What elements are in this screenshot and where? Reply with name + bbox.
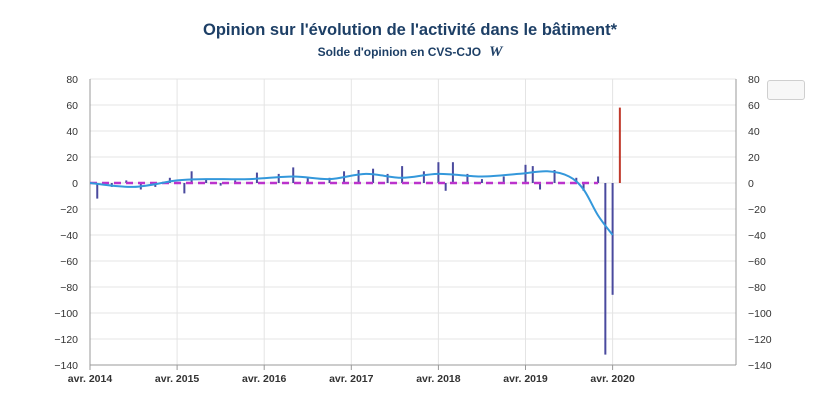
y-tick-label-right: −140	[748, 360, 772, 372]
y-tick-label-left: 40	[66, 126, 78, 138]
chart-title: Opinion sur l'évolution de l'activité da…	[203, 21, 617, 39]
y-tick-label-right: 60	[748, 100, 760, 112]
bar	[168, 177, 171, 183]
bar	[611, 183, 614, 295]
grid-lines	[89, 78, 736, 366]
y-tick-label-right: −100	[748, 308, 772, 320]
bar	[422, 171, 425, 183]
bar	[205, 179, 208, 183]
y-tick-label-left: −60	[60, 256, 78, 268]
bar	[219, 183, 222, 186]
y-tick-label-left: −40	[60, 230, 78, 242]
y-tick-label-left: 20	[66, 152, 78, 164]
bar	[386, 173, 389, 183]
bar	[502, 176, 505, 183]
bar	[480, 179, 483, 183]
bar	[234, 180, 237, 183]
x-tick-label: avr. 2016	[242, 373, 287, 385]
y-tick-label-left: −100	[54, 308, 78, 320]
bar	[372, 168, 375, 183]
y-tick-label-left: 0	[72, 178, 78, 190]
y-tick-label-left: −120	[54, 334, 78, 346]
y-tick-label-right: −60	[748, 256, 766, 268]
smooth-line	[89, 170, 614, 236]
y-tick-label-right: −40	[748, 230, 766, 242]
bar	[553, 170, 556, 183]
bar	[96, 183, 99, 199]
y-tick-label-left: −20	[60, 204, 78, 216]
bar	[604, 183, 607, 355]
tick-labels: 80 80 60 60 40 40 20 20 0 0 −20 −20 −40 −40 −60 −60 −80 −…	[54, 74, 771, 385]
y-tick-label-right: −120	[748, 334, 772, 346]
y-tick-label-right: 80	[748, 74, 760, 86]
y-tick-label-right: −80	[748, 282, 766, 294]
y-tick-label-right: 20	[748, 152, 760, 164]
x-tick-label: avr. 2015	[155, 373, 200, 385]
legend-toggle-button[interactable]	[767, 80, 805, 100]
y-tick-label-left: 60	[66, 100, 78, 112]
bar	[125, 180, 128, 183]
bar-series	[96, 107, 621, 355]
brand-logo-icon: W	[489, 44, 503, 60]
chart-axes	[89, 79, 737, 370]
y-tick-label-right: 40	[748, 126, 760, 138]
bar	[292, 167, 295, 183]
bar-latest	[618, 107, 621, 183]
y-tick-label-left: 80	[66, 74, 78, 86]
bar	[277, 173, 280, 183]
bar	[401, 166, 404, 183]
bar	[451, 162, 454, 183]
bar	[539, 183, 542, 190]
chart-subtitle: Solde d'opinion en CVS-CJO W	[0, 44, 820, 61]
y-tick-label-right: 0	[748, 178, 754, 190]
x-tick-label: avr. 2017	[329, 373, 374, 385]
bar	[582, 183, 585, 191]
bar	[444, 183, 447, 191]
bar	[531, 166, 534, 183]
bar	[437, 162, 440, 183]
x-tick-label: avr. 2019	[503, 373, 548, 385]
bar	[357, 170, 360, 183]
bar	[466, 173, 469, 183]
bar	[183, 183, 186, 194]
x-tick-label: avr. 2018	[416, 373, 461, 385]
subtitle-text: Solde d'opinion en CVS-CJO	[317, 45, 482, 59]
y-tick-label-left: −80	[60, 282, 78, 294]
bar	[597, 176, 600, 183]
bar	[306, 177, 309, 183]
bar	[190, 171, 193, 183]
bar	[328, 177, 331, 183]
x-tick-label: avr. 2014	[68, 373, 113, 385]
smooth-line-series	[89, 170, 614, 236]
y-tick-label-right: −20	[748, 204, 766, 216]
y-tick-label-left: −140	[54, 360, 78, 372]
x-tick-label: avr. 2020	[590, 373, 635, 385]
